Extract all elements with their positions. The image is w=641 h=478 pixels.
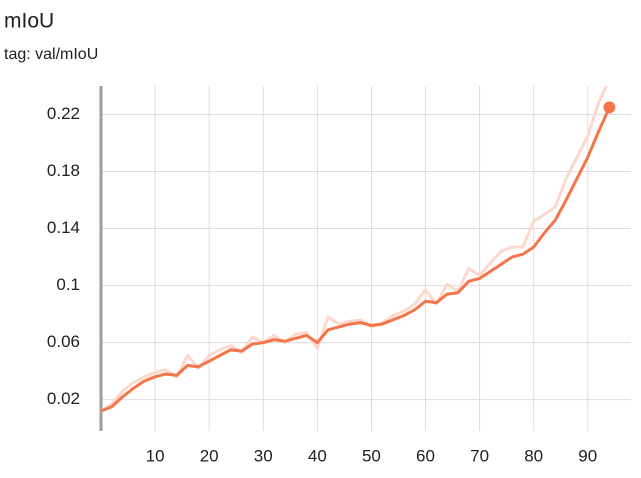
x-tick-label: 40: [308, 446, 327, 465]
x-tick-label: 50: [362, 446, 381, 465]
y-tick-label: 0.22: [47, 104, 80, 123]
plot: [101, 86, 611, 413]
x-tick-label: 80: [524, 446, 543, 465]
x-tick-label: 10: [146, 446, 165, 465]
y-tick-label: 0.06: [47, 332, 80, 351]
chart-title: mIoU: [4, 10, 54, 33]
x-tick-label: 70: [470, 446, 489, 465]
chart-subtitle: tag: val/mIoU: [4, 46, 98, 63]
y-tick-label: 0.02: [47, 389, 80, 408]
x-tick-label: 60: [416, 446, 435, 465]
series-line: [101, 86, 608, 413]
y-tick-label: 0.18: [47, 161, 80, 180]
x-tick-label: 30: [254, 446, 273, 465]
y-tick-label: 0.1: [56, 275, 80, 294]
y-tick-label: 0.14: [47, 218, 80, 237]
x-tick-label: 90: [578, 446, 597, 465]
series-line: [101, 106, 611, 413]
x-tick-label: 20: [200, 446, 219, 465]
last-point: [603, 101, 616, 114]
